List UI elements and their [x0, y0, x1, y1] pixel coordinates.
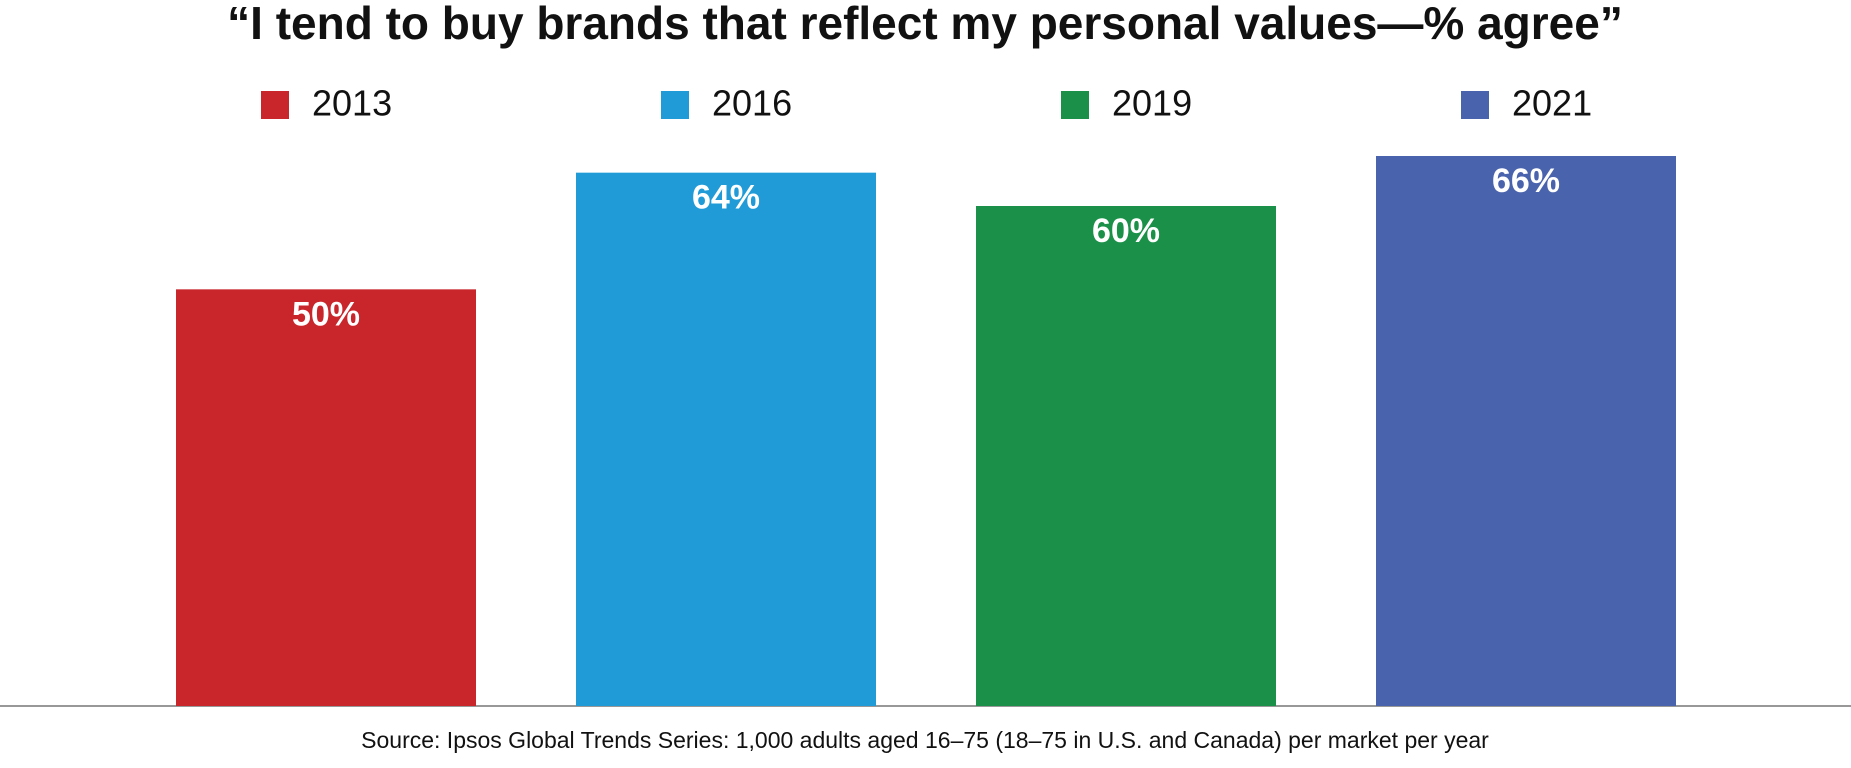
- legend-swatch: [661, 91, 689, 119]
- legend-label: 2016: [712, 83, 792, 124]
- legend-label: 2013: [312, 83, 392, 124]
- chart-title: “I tend to buy brands that reflect my pe…: [227, 0, 1623, 49]
- value-label: 64%: [692, 179, 760, 217]
- legend-label: 2021: [1512, 83, 1592, 124]
- value-label: 60%: [1092, 212, 1160, 250]
- bar: [976, 206, 1276, 706]
- legend-label: 2019: [1112, 83, 1192, 124]
- bar: [576, 172, 876, 706]
- value-label: 66%: [1492, 162, 1560, 200]
- source-note: Source: Ipsos Global Trends Series: 1,00…: [361, 727, 1489, 753]
- bar: [176, 289, 476, 706]
- legend-swatch: [1061, 91, 1089, 119]
- value-label: 50%: [292, 295, 360, 333]
- legend-swatch: [261, 91, 289, 119]
- legend-swatch: [1461, 91, 1489, 119]
- bar: [1376, 156, 1676, 706]
